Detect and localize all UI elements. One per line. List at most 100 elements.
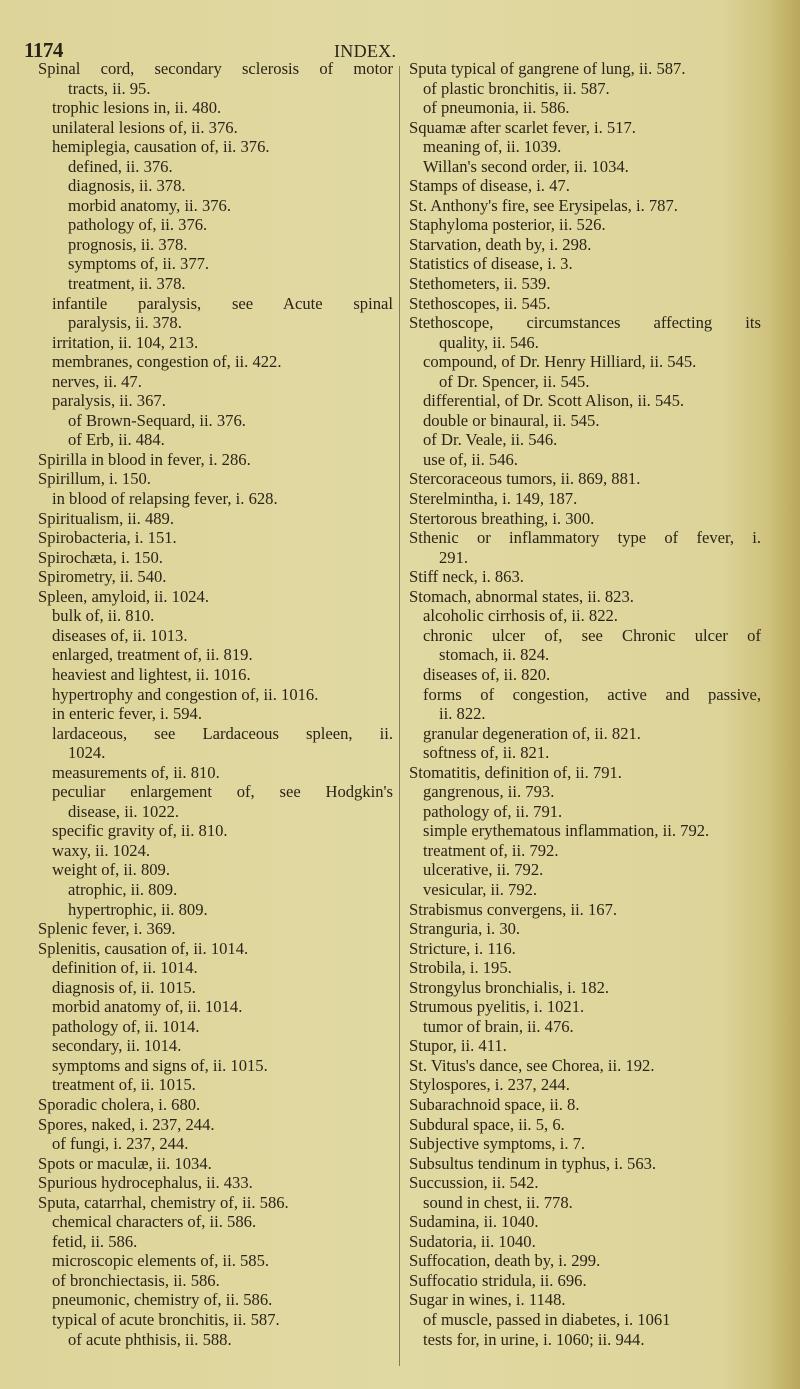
index-entry-line: stomach, ii. 824. — [439, 645, 550, 665]
index-entry-line: treatment of, ii. 792. — [423, 840, 559, 860]
index-entry-line: softness of, ii. 821. — [423, 743, 550, 763]
index-column-right: Sputa typical of gangrene of lung, ii. 5… — [409, 59, 761, 1349]
index-entry-line: Stupor, ii. 411. — [409, 1036, 507, 1056]
index-entry-line: Spiritualism, ii. 489. — [38, 508, 174, 528]
index-entry-line: in enteric fever, i. 594. — [52, 704, 202, 724]
index-entry-line: Sputa typical of gangrene of lung, ii. 5… — [409, 59, 686, 78]
index-entry-line: of bronchiectasis, ii. 586. — [52, 1270, 220, 1290]
index-entry-line: chemical characters of, ii. 586. — [52, 1212, 257, 1232]
index-entry-line: diseases of, ii. 820. — [423, 664, 551, 684]
index-entry-line: Stertorous breathing, i. 300. — [409, 508, 595, 528]
index-entry-line: simple erythematous inflammation, ii. 79… — [423, 821, 710, 841]
index-entry-line: heaviest and lightest, ii. 1016. — [52, 664, 251, 684]
index-entry-line: secondary, ii. 1014. — [52, 1036, 182, 1056]
index-entry-line: Spots or maculæ, ii. 1034. — [38, 1153, 212, 1173]
page-number: 1174 — [24, 38, 63, 62]
index-entry-line: Squamæ after scarlet fever, i. 517. — [409, 117, 636, 137]
index-entry-line: of Brown-Sequard, ii. 376. — [68, 410, 246, 430]
index-entry-line: Sugar in wines, i. 1148. — [409, 1290, 566, 1310]
index-entry-line: disease, ii. 1022. — [68, 801, 180, 821]
index-entry-line: Willan's second order, ii. 1034. — [423, 156, 629, 176]
index-entry-line: morbid anatomy of, ii. 1014. — [52, 997, 243, 1017]
index-entry-line: Starvation, death by, i. 298. — [409, 234, 592, 254]
index-entry-line: St. Anthony's fire, see Erysipelas, i. 7… — [409, 195, 678, 215]
index-entry-line: pathology of, ii. 376. — [68, 215, 208, 235]
index-entry-line: Spirochæta, i. 150. — [38, 547, 163, 567]
index-entry-line: of Erb, ii. 484. — [68, 430, 165, 450]
index-entry-line: definition of, ii. 1014. — [52, 958, 198, 978]
index-entry-line: compound, of Dr. Henry Hilliard, ii. 545… — [423, 352, 697, 372]
index-entry-line: Stethoscopes, ii. 545. — [409, 293, 551, 313]
index-entry-line: ii. 822. — [439, 704, 486, 724]
index-entry-line: Stomach, abnormal states, ii. 823. — [409, 586, 634, 606]
index-entry-line: Subarachnoid space, ii. 8. — [409, 1094, 580, 1114]
index-entry-line: Stiff neck, i. 863. — [409, 567, 524, 587]
index-entry-line: hemiplegia, causation of, ii. 376. — [52, 137, 270, 157]
index-entry-line: Sputa, catarrhal, chemistry of, ii. 586. — [38, 1192, 289, 1212]
index-entry-line: measurements of, ii. 810. — [52, 762, 220, 782]
index-entry-line: Sudatoria, ii. 1040. — [409, 1231, 536, 1251]
index-entry-line: weight of, ii. 809. — [52, 860, 170, 880]
index-entry-line: tracts, ii. 95. — [68, 78, 151, 98]
index-entry-line: double or binaural, ii. 545. — [423, 410, 600, 430]
index-entry-line: ulcerative, ii. 792. — [423, 860, 544, 880]
index-entry-line: irritation, ii. 104, 213. — [52, 332, 199, 352]
index-entry-line: symptoms of, ii. 377. — [68, 254, 210, 274]
index-entry-line: gangrenous, ii. 793. — [423, 782, 555, 802]
index-entry-line: Subjective symptoms, i. 7. — [409, 1134, 586, 1154]
index-entry-line: morbid anatomy, ii. 376. — [68, 195, 231, 215]
index-entry-line: quality, ii. 546. — [439, 332, 539, 352]
index-entry-line: of Dr. Spencer, ii. 545. — [439, 371, 590, 391]
index-entry-line: 1024. — [68, 743, 106, 763]
column-divider — [399, 66, 400, 1366]
index-entry-line: unilateral lesions of, ii. 376. — [52, 117, 238, 137]
index-entry-line: bulk of, ii. 810. — [52, 606, 155, 626]
page-title: INDEX. — [334, 41, 397, 61]
index-entry-line: trophic lesions in, ii. 480. — [52, 98, 222, 118]
index-entry-line: St. Vitus's dance, see Chorea, ii. 192. — [409, 1055, 655, 1075]
index-entry-line: pathology of, ii. 1014. — [52, 1016, 200, 1036]
index-entry-line: chronic ulcer of, see Chronic ulcer of — [423, 625, 761, 645]
index-entry-line: of muscle, passed in diabetes, i. 1061 — [423, 1310, 671, 1329]
index-entry-line: Stranguria, i. 30. — [409, 919, 521, 939]
index-entry-line: Statistics of disease, i. 3. — [409, 254, 573, 274]
index-entry-line: of pneumonia, ii. 586. — [423, 98, 570, 118]
index-entry-line: 291. — [439, 547, 469, 567]
index-entry-line: of Dr. Veale, ii. 546. — [423, 430, 558, 450]
index-entry-line: Splenitis, causation of, ii. 1014. — [38, 938, 249, 958]
index-entry-line: waxy, ii. 1024. — [52, 840, 151, 860]
index-entry-line: diagnosis, ii. 378. — [68, 176, 186, 196]
index-entry-line: Sporadic cholera, i. 680. — [38, 1094, 201, 1114]
index-entry-line: Strongylus bronchialis, i. 182. — [409, 977, 610, 997]
index-column-left: Spinal cord, secondary sclerosis of moto… — [38, 59, 393, 1349]
index-entry-line: Subsultus tendinum in typhus, i. 563. — [409, 1153, 657, 1173]
index-entry-line: typical of acute bronchitis, ii. 587. — [52, 1310, 280, 1329]
index-entry-line: prognosis, ii. 378. — [68, 234, 188, 254]
index-entry-line: Spurious hydrocephalus, ii. 433. — [38, 1173, 253, 1193]
index-entry-line: in blood of relapsing fever, i. 628. — [52, 489, 278, 509]
index-entry-line: of acute phthisis, ii. 588. — [68, 1329, 232, 1349]
index-entry-line: treatment of, ii. 1015. — [52, 1075, 196, 1095]
index-entry-line: fetid, ii. 586. — [52, 1231, 138, 1251]
index-entry-line: paralysis, ii. 367. — [52, 391, 166, 411]
index-entry-line: Splenic fever, i. 369. — [38, 919, 176, 939]
index-entry-line: pathology of, ii. 791. — [423, 801, 563, 821]
index-entry-line: Stethoscope, circumstances affecting its — [409, 313, 761, 333]
index-entry-line: Suffocation, death by, i. 299. — [409, 1251, 601, 1271]
index-entry-line: Staphyloma posterior, ii. 526. — [409, 215, 606, 235]
index-entry-line: Stylospores, i. 237, 244. — [409, 1075, 570, 1095]
index-entry-line: Stricture, i. 116. — [409, 938, 516, 958]
index-entry-line: paralysis, ii. 378. — [68, 313, 182, 333]
index-entry-line: microscopic elements of, ii. 585. — [52, 1251, 270, 1271]
index-entry-line: hypertrophic, ii. 809. — [68, 899, 208, 919]
index-entry-line: enlarged, treatment of, ii. 819. — [52, 645, 253, 665]
index-entry-line: pneumonic, chemistry of, ii. 586. — [52, 1290, 273, 1310]
index-entry-line: Sudamina, ii. 1040. — [409, 1212, 539, 1232]
index-entry-line: hypertrophy and congestion of, ii. 1016. — [52, 684, 319, 704]
index-entry-line: treatment, ii. 378. — [68, 274, 186, 294]
index-entry-line: alcoholic cirrhosis of, ii. 822. — [423, 606, 618, 626]
index-entry-line: infantile paralysis, see Acute spinal — [52, 293, 393, 313]
index-entry-line: Stethometers, ii. 539. — [409, 274, 551, 294]
index-entry-line: tests for, in urine, i. 1060; ii. 944. — [423, 1329, 645, 1349]
index-entry-line: granular degeneration of, ii. 821. — [423, 723, 641, 743]
